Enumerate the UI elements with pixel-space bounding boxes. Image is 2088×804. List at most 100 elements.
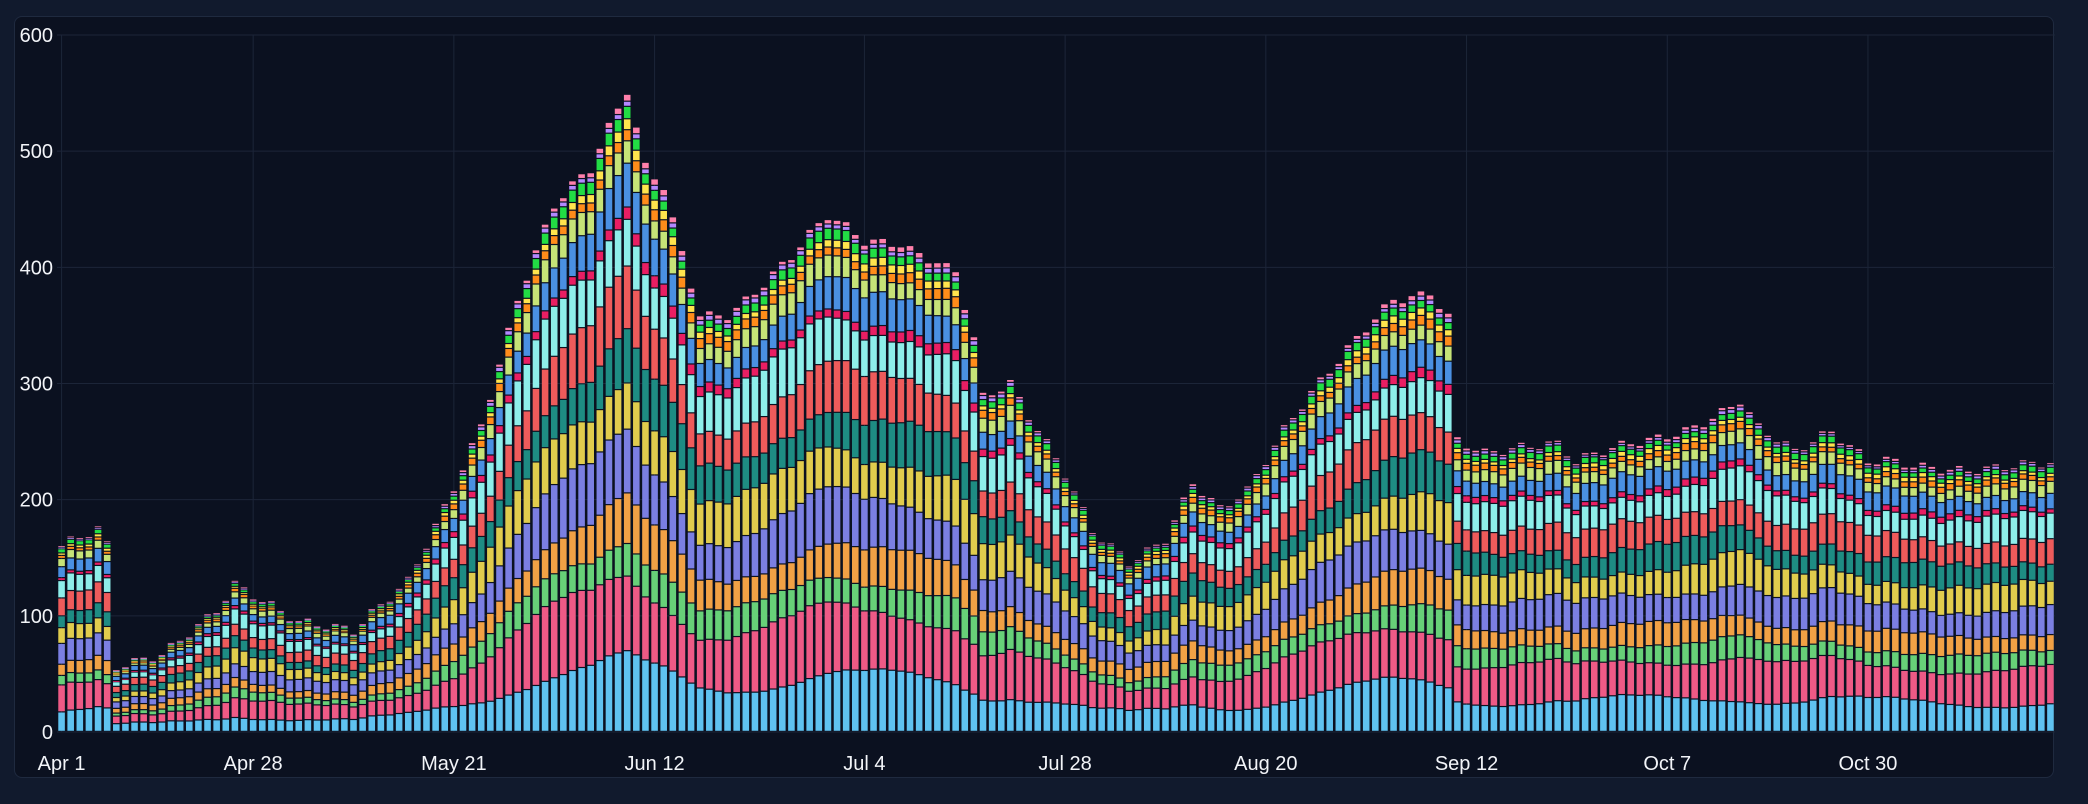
bar-segment	[304, 650, 312, 661]
bar-segment	[861, 671, 868, 731]
bar-segment	[496, 698, 503, 731]
bar-segment	[1289, 536, 1297, 556]
bar-segment	[2047, 539, 2054, 564]
bar-segment	[1663, 572, 1671, 597]
bar-segment	[67, 673, 74, 682]
bar-segment	[1974, 589, 1981, 616]
bar-segment	[1609, 478, 1616, 498]
bar-segment	[1682, 430, 1689, 433]
bar-segment	[103, 554, 111, 561]
bar-segment	[450, 624, 458, 644]
bar-segment	[633, 402, 640, 446]
bar-segment	[1955, 471, 1963, 476]
bar-segment	[1828, 489, 1835, 514]
bar-segment	[1691, 664, 1698, 699]
bar-segment	[733, 693, 740, 731]
bar-segment	[1381, 304, 1388, 308]
bar-segment	[1271, 663, 1279, 705]
bar-segment	[377, 638, 385, 651]
bar-segment	[943, 395, 950, 432]
bar-segment	[268, 616, 275, 623]
bar-segment	[970, 694, 978, 731]
bar-segment	[1162, 551, 1169, 554]
bar-segment	[1700, 701, 1708, 731]
bar-segment	[1764, 704, 1771, 731]
bar-segment	[122, 678, 129, 680]
bar-stack	[1180, 497, 1188, 731]
bar-segment	[1463, 470, 1470, 481]
bar-segment	[1007, 421, 1014, 438]
bar-segment	[94, 707, 102, 731]
bar-segment	[204, 706, 211, 719]
bar-segment	[733, 330, 740, 340]
bar-segment	[1563, 461, 1571, 467]
bar-segment	[505, 611, 512, 638]
bar-segment	[414, 693, 421, 711]
bar-segment	[1490, 649, 1498, 668]
bar-stack	[1636, 445, 1644, 731]
bar-segment	[833, 487, 841, 543]
bar-segment	[140, 659, 147, 660]
bar-segment	[715, 610, 722, 640]
bar-segment	[1691, 536, 1698, 564]
bar-segment	[1892, 469, 1899, 473]
bar-segment	[1563, 458, 1571, 460]
bar-segment	[1435, 342, 1443, 356]
bar-segment	[1600, 470, 1607, 474]
bar-segment	[550, 245, 558, 268]
bar-segment	[487, 462, 494, 496]
bar-segment	[541, 319, 549, 369]
bar-segment	[313, 720, 321, 731]
bar-segment	[204, 689, 211, 697]
bar-segment	[1618, 623, 1625, 645]
bar-segment	[788, 616, 795, 685]
bar-segment	[1107, 675, 1115, 684]
bar-segment	[468, 572, 476, 603]
bar-segment	[642, 184, 649, 194]
bar-segment	[1143, 557, 1151, 561]
bar-stack	[733, 307, 740, 731]
bar-segment	[997, 517, 1005, 542]
bar-segment	[195, 720, 202, 731]
bar-segment	[2010, 566, 2018, 584]
bar-segment	[879, 266, 886, 275]
bar-segment	[1809, 644, 1817, 658]
bar-segment	[158, 658, 166, 659]
bar-segment	[1700, 439, 1708, 443]
bar-segment	[833, 602, 841, 671]
bar-segment	[432, 637, 439, 655]
bar-segment	[1855, 469, 1863, 479]
bar-segment	[131, 678, 138, 684]
bar-segment	[970, 345, 978, 352]
bar-segment	[1819, 465, 1826, 483]
bar-segment	[569, 389, 576, 425]
bar-segment	[140, 665, 147, 670]
bar-segment	[85, 574, 93, 590]
bar-segment	[1262, 470, 1270, 475]
bar-segment	[1645, 469, 1653, 489]
bar-segment	[2047, 465, 2054, 467]
bar-segment	[1116, 586, 1124, 599]
bar-segment	[468, 668, 476, 704]
bar-segment	[1198, 508, 1206, 514]
bar-segment	[1061, 655, 1069, 668]
bar-segment	[213, 622, 220, 626]
bar-segment	[186, 704, 193, 710]
bar-segment	[350, 653, 357, 660]
bar-segment	[1426, 494, 1434, 534]
bar-segment	[1317, 562, 1324, 602]
bar-segment	[870, 372, 877, 420]
bar-segment	[578, 236, 585, 271]
bar-segment	[852, 420, 859, 458]
bar-segment	[122, 668, 129, 670]
bar-segment	[1034, 436, 1042, 442]
bar-segment	[204, 656, 211, 667]
bar-segment	[541, 607, 549, 681]
bar-segment	[1408, 453, 1416, 494]
bar-segment	[1527, 554, 1534, 572]
bar-segment	[1481, 574, 1489, 604]
bar-segment	[313, 644, 321, 646]
bar-segment	[1070, 644, 1078, 659]
bar-segment	[1636, 597, 1644, 624]
bar-segment	[924, 263, 932, 268]
